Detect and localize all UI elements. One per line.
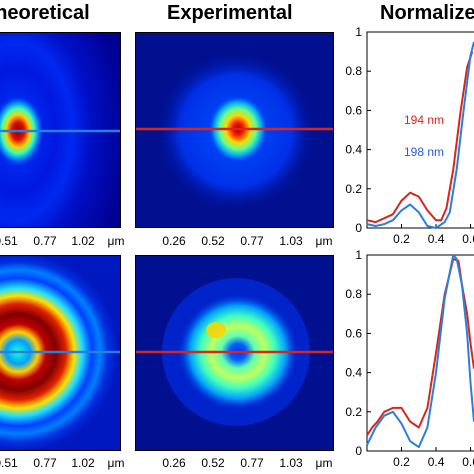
theoretical-top-xtick: 1.02: [71, 234, 95, 248]
experimental-top-xtick: 0.77: [240, 234, 264, 248]
theoretical-bottom-xtick: 0.51: [0, 456, 18, 470]
experimental-bottom-xtick: 0.26: [162, 456, 186, 470]
normalized-bottom-ytick-label: 1: [355, 248, 362, 262]
normalized-top-ytick-label: 0.2: [345, 182, 362, 196]
theoretical-top-xtick: 0.77: [33, 234, 57, 248]
normalized-bottom-ytick-label: 0.6: [345, 326, 362, 340]
theoretical-bottom-map: [0, 255, 121, 451]
annotation-194nm: 194 nm: [404, 113, 445, 127]
normalized-bottom-xtick-label: 0.4: [428, 455, 445, 469]
normalized-top-series-red-line: [366, 51, 474, 224]
experimental-top-xtick: 0.26: [162, 234, 186, 248]
normalized-top-xtick-label: 0.4: [428, 232, 445, 246]
normalized-top-ytick-label: 1: [355, 25, 362, 39]
theoretical-top-map: [0, 32, 121, 228]
title-theoretical: Theoretical: [0, 2, 90, 24]
normalized-bottom-ytick-label: 0: [355, 444, 362, 458]
normalized-top-ytick-label: 0: [355, 221, 362, 235]
theoretical-bottom-svg: [0, 256, 120, 450]
title-normalized: Normalized: [380, 2, 474, 24]
theoretical-top-xunit: μm: [107, 234, 125, 248]
experimental-top-svg: [136, 33, 333, 227]
experimental-bottom-xunit: μm: [315, 456, 333, 470]
theoretical-bottom-xtick: 0.77: [33, 456, 57, 470]
experimental-bottom-svg: [136, 256, 333, 450]
title-experimental: Experimental: [167, 2, 293, 24]
theoretical-bottom-xunit: μm: [107, 456, 125, 470]
experimental-bottom-xtick: 0.52: [201, 456, 225, 470]
normalized-top-ytick-label: 0.8: [345, 64, 362, 78]
experimental-top-xunit: μm: [315, 234, 333, 248]
theoretical-top-xtick: 0.51: [0, 234, 18, 248]
normalized-bottom-xtick-label: 0.2: [393, 455, 410, 469]
normalized-bottom-ytick-label: 0.4: [345, 366, 362, 380]
experimental-top-xtick: 0.52: [201, 234, 225, 248]
normalized-bottom-series-red-line: [366, 257, 474, 436]
experimental-top-map: [135, 32, 334, 228]
normalized-top-xtick-label: 0.2: [393, 232, 410, 246]
experimental-bottom-xtick: 1.03: [279, 456, 303, 470]
normalized-bottom-ytick-label: 0.2: [345, 405, 362, 419]
normalized-top-ytick-label: 0.4: [345, 143, 362, 157]
experimental-bottom-map: [135, 255, 334, 451]
normalized-top-axes-box: [366, 31, 474, 229]
annotation-198nm: 198 nm: [404, 145, 445, 159]
theoretical-top-svg: [0, 33, 120, 227]
normalized-bottom-xtick-label: 0.6: [462, 455, 474, 469]
experimental-bottom-xtick: 0.77: [240, 456, 264, 470]
normalized-bottom-axes-box: [366, 254, 474, 452]
normalized-bottom-series-blue-line: [366, 254, 474, 449]
normalized-top-xtick-label: 0.6: [462, 232, 474, 246]
normalized-bottom-ytick-label: 0.8: [345, 287, 362, 301]
theoretical-bottom-xtick: 1.02: [71, 456, 95, 470]
normalized-top-series-blue-line: [366, 41, 474, 229]
experimental-top-xtick: 1.03: [279, 234, 303, 248]
normalized-top-ytick-label: 0.6: [345, 103, 362, 117]
